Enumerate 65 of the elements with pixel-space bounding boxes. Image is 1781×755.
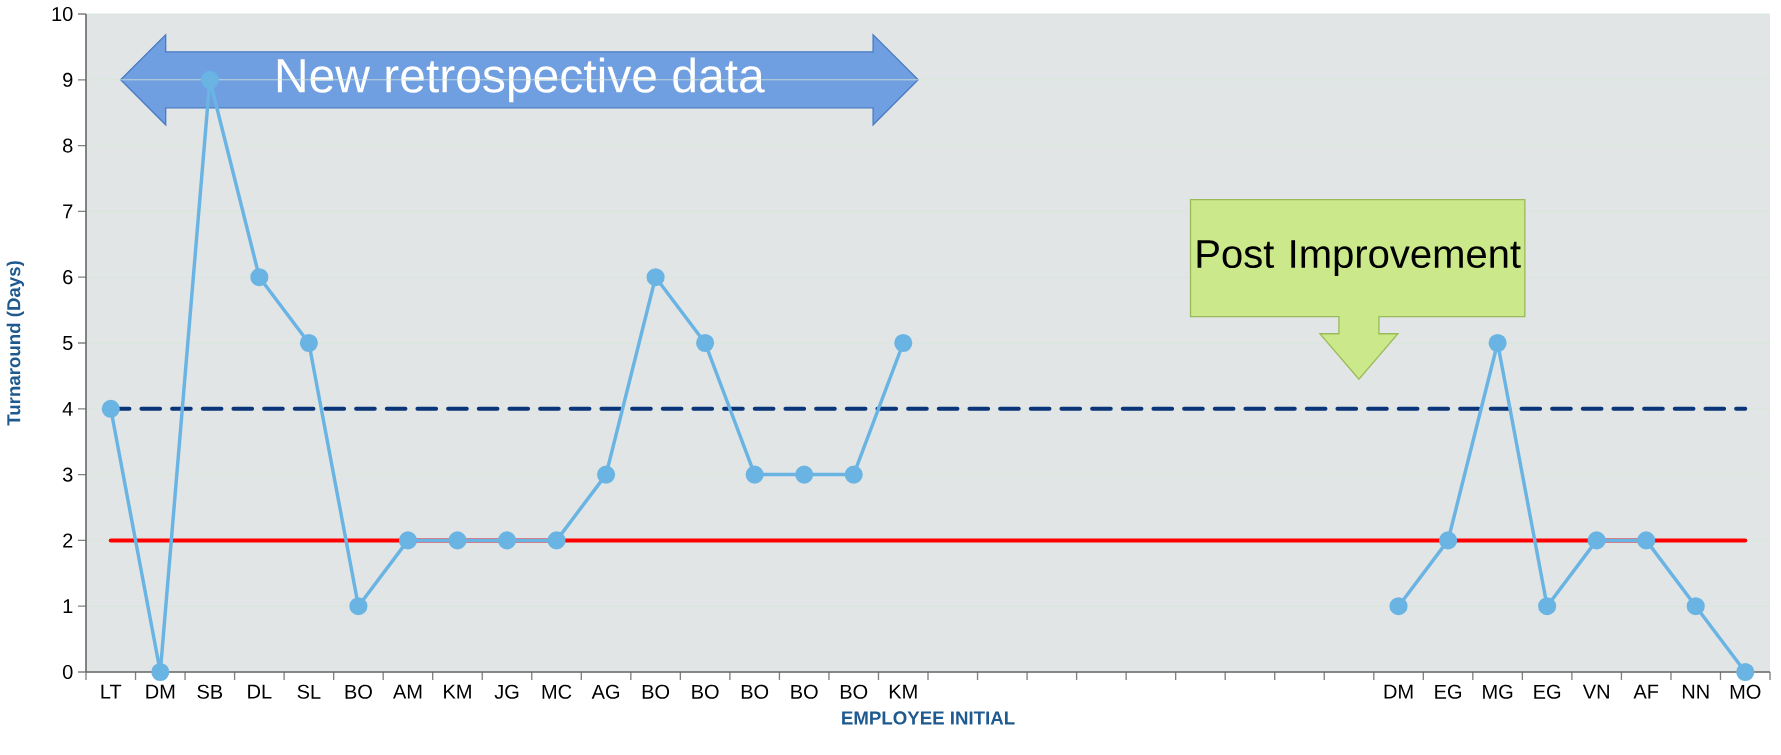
y-tick-label: 2 bbox=[63, 533, 73, 548]
point bbox=[1686, 597, 1705, 616]
x-axis-title: EMPLOYEE INITIAL bbox=[842, 711, 1015, 725]
y-tick-label: 4 bbox=[62, 401, 73, 416]
x-tick-label: SL bbox=[297, 684, 321, 699]
x-tick-label: BO bbox=[345, 684, 372, 699]
point bbox=[894, 333, 913, 353]
x-tick-label: MG bbox=[1483, 684, 1513, 699]
point bbox=[448, 531, 467, 550]
point bbox=[250, 268, 269, 287]
y-tick-label: 3 bbox=[62, 467, 73, 482]
point bbox=[151, 662, 170, 682]
annotation: New retrospective data bbox=[277, 57, 765, 103]
y-tick-label: 6 bbox=[63, 270, 73, 285]
y-tick-label: 9 bbox=[63, 72, 73, 87]
point bbox=[795, 465, 814, 484]
x-tick-label: DL bbox=[248, 684, 272, 699]
x-tick-label: MO bbox=[1730, 684, 1761, 699]
x-tick-label: BO bbox=[791, 684, 818, 699]
x-tick-label: DM bbox=[1384, 684, 1413, 699]
x-tick-label: BO bbox=[840, 684, 868, 699]
point bbox=[200, 70, 219, 89]
x-tick-label: BO bbox=[692, 684, 719, 699]
point bbox=[299, 333, 318, 353]
point bbox=[696, 333, 715, 353]
point bbox=[1538, 597, 1557, 616]
x-tick-label: MC bbox=[542, 684, 572, 699]
x-tick-label: VN bbox=[1582, 684, 1609, 699]
x-tick-label: AF bbox=[1633, 684, 1659, 699]
point bbox=[745, 465, 764, 484]
x-tick-label: EG bbox=[1534, 684, 1561, 699]
x-tick-label: LT bbox=[101, 684, 122, 699]
point bbox=[1488, 333, 1507, 353]
point bbox=[1637, 531, 1656, 550]
point bbox=[1736, 662, 1755, 682]
y-tick-label: 5 bbox=[62, 336, 73, 350]
point bbox=[596, 465, 616, 484]
y-tick-label: 7 bbox=[63, 204, 73, 219]
x-tick-label: AG bbox=[591, 684, 620, 699]
x-tick-label: SB bbox=[197, 684, 223, 699]
point bbox=[101, 399, 120, 418]
point bbox=[497, 531, 517, 550]
point bbox=[1389, 597, 1408, 616]
y-tick-label: 8 bbox=[63, 138, 73, 153]
x-tick-label: EG bbox=[1435, 684, 1462, 699]
x-tick-label: NN bbox=[1682, 684, 1709, 699]
point bbox=[349, 597, 368, 616]
point bbox=[398, 531, 418, 550]
y-axis-title: Turnaround (Days) bbox=[6, 261, 25, 426]
y-tick-label: 0 bbox=[62, 664, 73, 680]
y-tick-label: 10 bbox=[52, 6, 73, 22]
point bbox=[1439, 531, 1458, 550]
x-tick-label: BO bbox=[741, 684, 769, 699]
x-tick-label: JG bbox=[494, 684, 519, 699]
x-tick-label: BO bbox=[642, 684, 670, 699]
point bbox=[547, 531, 566, 550]
point bbox=[1587, 531, 1606, 550]
x-tick-label: KM bbox=[889, 684, 917, 699]
point bbox=[646, 268, 665, 287]
x-tick-label: DM bbox=[146, 684, 175, 699]
annotation: Post Improvement bbox=[1197, 240, 1521, 277]
x-tick-label: AM bbox=[392, 684, 422, 699]
point bbox=[844, 465, 863, 484]
y-tick-label: 1 bbox=[63, 599, 73, 614]
x-tick-label: KM bbox=[444, 684, 471, 699]
